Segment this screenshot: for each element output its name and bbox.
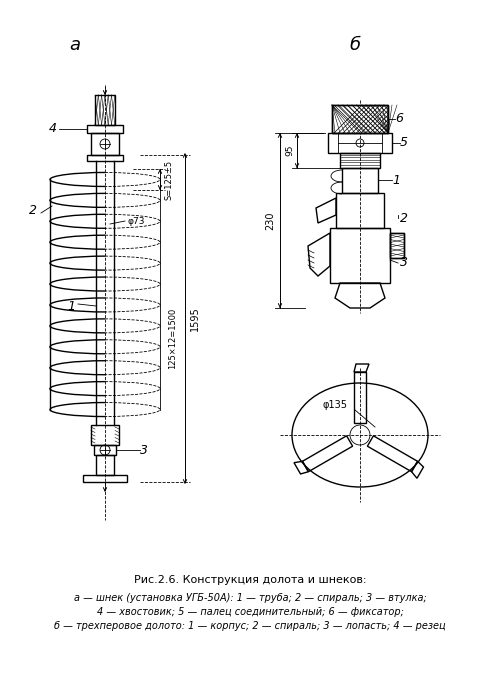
Bar (336, 193, 384, 228)
Text: 6: 6 (395, 112, 403, 126)
Bar (328, 133, 392, 153)
Text: 1: 1 (392, 174, 400, 187)
Text: 4: 4 (49, 122, 57, 135)
Text: Рис.2.6. Конструкция долота и шнеков:: Рис.2.6. Конструкция долота и шнеков: (134, 575, 366, 585)
Bar (332, 105, 388, 133)
Text: 2: 2 (400, 212, 408, 224)
Bar (330, 228, 390, 283)
Text: φ73: φ73 (127, 216, 144, 226)
Bar (95, 95, 115, 125)
Bar (87, 125, 123, 133)
Bar (342, 168, 378, 193)
Text: б — трехперовое долото: 1 — корпус; 2 — спираль; 3 — лопасть; 4 — резец: б — трехперовое долото: 1 — корпус; 2 — … (54, 621, 446, 631)
Bar (91, 425, 119, 445)
Text: 3: 3 (140, 443, 148, 456)
Text: 1: 1 (67, 299, 75, 312)
Text: 3: 3 (400, 256, 408, 270)
Text: 230: 230 (265, 211, 275, 230)
Text: 4 — хвостовик; 5 — палец соединительный; 6 — фиксатор;: 4 — хвостовик; 5 — палец соединительный;… (96, 607, 404, 617)
Bar (83, 475, 127, 482)
Bar (332, 105, 388, 133)
Bar (390, 233, 404, 258)
Text: б: б (350, 36, 360, 54)
Text: а: а (70, 36, 80, 54)
Text: а — шнек (установка УГБ-50А): 1 — труба; 2 — спираль; 3 — втулка;: а — шнек (установка УГБ-50А): 1 — труба;… (74, 593, 426, 603)
Bar (340, 153, 380, 168)
Bar (91, 133, 119, 155)
Text: 1595: 1595 (190, 306, 200, 331)
Text: 5: 5 (400, 137, 408, 149)
Bar (87, 155, 123, 161)
Text: S=125±5: S=125±5 (164, 160, 173, 199)
Bar (96, 455, 114, 475)
Bar (94, 445, 116, 455)
Text: φ135: φ135 (322, 400, 347, 410)
Bar (390, 233, 404, 258)
Text: 95: 95 (286, 145, 294, 156)
Text: 125×12=1500: 125×12=1500 (168, 308, 177, 369)
Text: 2: 2 (29, 205, 37, 218)
